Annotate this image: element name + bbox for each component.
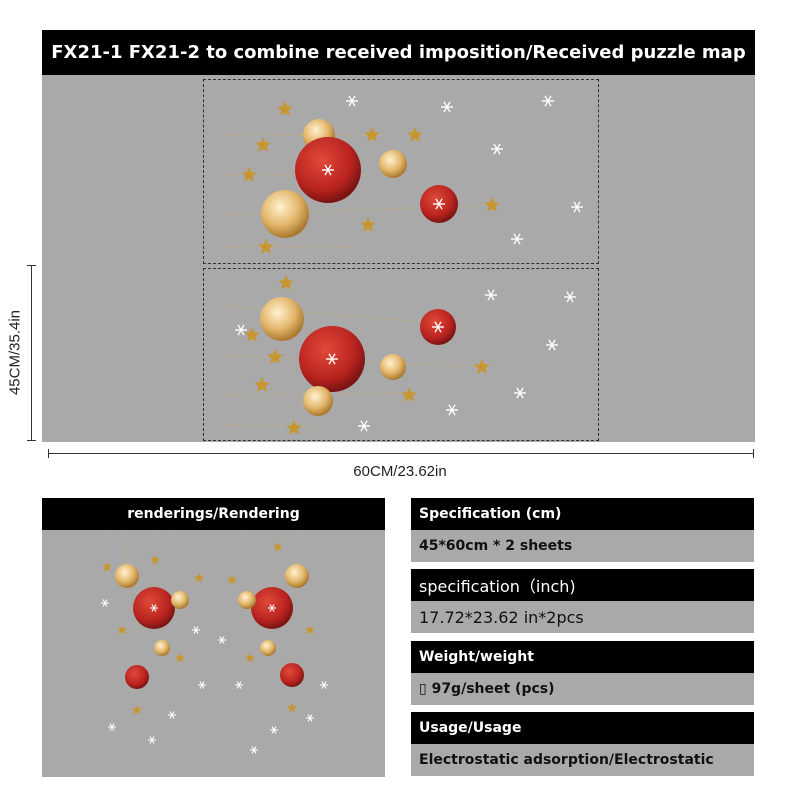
width-dimension-label: 60CM/23.62in — [353, 463, 447, 480]
usage-value: Electrostatic adsorption/Electrostatic — [411, 744, 754, 776]
rendering-header: renderings/Rendering — [42, 498, 385, 530]
height-dimension-label: 45CM/35.4in — [6, 309, 24, 396]
spec-inch-value: 17.72*23.62 in*2pcs — [411, 601, 754, 633]
rendering-artwork — [100, 535, 329, 755]
sheet-1 — [203, 79, 599, 264]
usage-header: Usage/Usage — [411, 712, 754, 744]
width-dimension-cap-left — [48, 449, 49, 458]
sheet-2 — [203, 268, 599, 441]
height-dimension-cap-top — [27, 265, 36, 266]
weight-value: ▯ 97g/sheet (pcs) — [411, 673, 754, 705]
spec-inch-header: specification（inch) — [411, 569, 754, 601]
rendering-image — [42, 530, 385, 777]
width-dimension-line — [48, 453, 754, 454]
spec-cm-header: Specification (cm) — [411, 498, 754, 530]
height-dimension-cap-bottom — [27, 440, 36, 441]
height-dimension-line — [31, 265, 32, 441]
width-dimension-cap-right — [753, 449, 754, 458]
imposition-panel — [42, 75, 755, 442]
spec-cm-value: 45*60cm * 2 sheets — [411, 530, 754, 562]
ornament-artwork — [216, 95, 584, 435]
page-title: FX21-1 FX21-2 to combine received imposi… — [42, 30, 755, 75]
weight-header: Weight/weight — [411, 641, 754, 673]
